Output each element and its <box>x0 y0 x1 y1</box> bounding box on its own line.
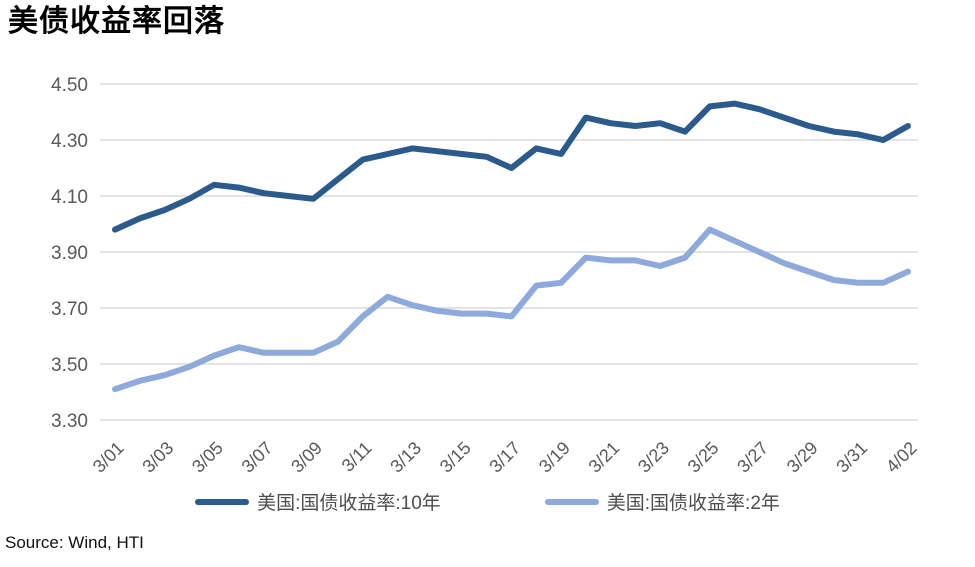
legend-swatch-2y-icon <box>544 498 599 505</box>
x-tick-label: 3/05 <box>188 438 227 477</box>
line-chart: 4.50 4.30 4.10 3.90 3.70 3.50 3.30 3/01 3/03 3/05… <box>51 75 921 477</box>
x-tick-label: 3/21 <box>585 438 624 477</box>
x-tick-label: 3/31 <box>832 438 871 477</box>
series-line-10y <box>112 100 911 233</box>
x-tick-label: 3/15 <box>436 438 475 477</box>
y-tick-label: 3.90 <box>51 243 88 264</box>
y-tick-label: 4.10 <box>51 187 88 208</box>
x-tick-label: 4/02 <box>882 438 921 477</box>
x-tick-label: 3/27 <box>733 438 772 477</box>
y-tick-label: 3.50 <box>51 355 88 376</box>
chart-title: 美债收益率回落 <box>8 4 225 39</box>
chart-legend: 美国:国债收益率:10年 美国:国债收益率:2年 <box>0 488 975 515</box>
source-note: Source: Wind, HTI <box>5 533 144 552</box>
x-tick-label: 3/13 <box>386 438 425 477</box>
y-tick-label: 4.30 <box>51 131 88 152</box>
x-tick-label: 3/25 <box>684 438 723 477</box>
legend-swatch-10y-icon <box>195 498 250 505</box>
x-tick-label: 3/19 <box>535 438 574 477</box>
x-tick-label: 3/11 <box>338 438 376 476</box>
y-tick-label: 3.70 <box>51 299 88 320</box>
legend-item-10y: 美国:国债收益率:10年 <box>195 488 441 515</box>
x-tick-label: 3/07 <box>238 438 277 477</box>
x-tick-label: 3/29 <box>783 438 822 477</box>
x-tick-label: 3/23 <box>634 438 673 477</box>
x-tick-label: 3/01 <box>89 438 128 477</box>
legend-label-2y: 美国:国债收益率:2年 <box>606 493 780 514</box>
chart-canvas: 4.50 4.30 4.10 3.90 3.70 3.50 3.303/01 3/03 3/05… <box>51 75 921 477</box>
x-tick-label: 3/17 <box>485 438 524 477</box>
legend-item-2y: 美国:国债收益率:2年 <box>544 488 780 515</box>
legend-label-10y: 美国:国债收益率:10年 <box>257 493 441 514</box>
y-tick-label: 3.30 <box>51 411 88 432</box>
series-line-2y <box>112 226 911 393</box>
x-tick-label: 3/03 <box>138 438 177 477</box>
x-tick-label: 3/09 <box>287 438 326 477</box>
y-tick-label: 4.50 <box>51 75 88 96</box>
